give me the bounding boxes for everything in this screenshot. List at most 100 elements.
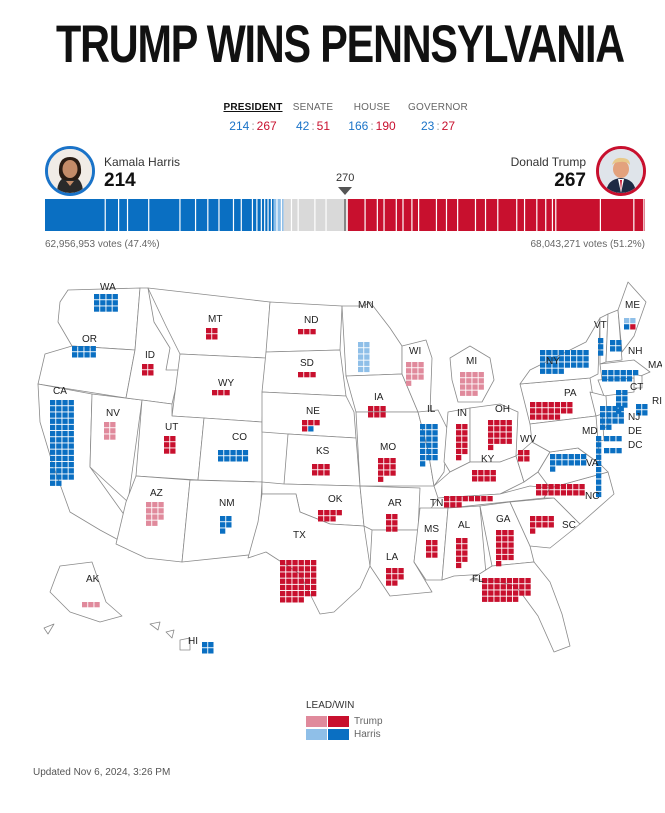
state-tiles-or[interactable]: [72, 346, 96, 358]
electoral-vote-tile: [286, 591, 292, 597]
state-tiles-in[interactable]: [456, 424, 468, 461]
state-tiles-ar[interactable]: [386, 514, 398, 532]
electoral-vote-tile: [456, 442, 462, 448]
electoral-vote-tile: [610, 448, 616, 454]
state-tiles-de[interactable]: [604, 436, 622, 442]
state-label-co: CO: [232, 432, 247, 443]
electoral-vote-tile: [540, 356, 546, 362]
tab-senate[interactable]: SENATE 42:51: [290, 102, 336, 133]
state-tiles-ut[interactable]: [164, 436, 176, 454]
electoral-vote-tile: [518, 456, 524, 462]
state-tiles-ok[interactable]: [318, 510, 342, 522]
electoral-vote-tile: [170, 436, 176, 442]
electoral-vote-tile: [606, 424, 612, 430]
state-label-ct: CT: [630, 382, 643, 393]
tab-governor[interactable]: GOVERNOR 23:27: [408, 102, 468, 133]
state-label-sd: SD: [300, 358, 314, 369]
electoral-vote-tile: [478, 372, 484, 378]
state-tiles-wi[interactable]: [406, 362, 424, 386]
harris-popular-vote: 62,956,953 votes (47.4%): [45, 239, 160, 250]
electoral-vote-tile: [378, 476, 384, 482]
state-tiles-va[interactable]: [550, 454, 587, 472]
state-tiles-ma[interactable]: [602, 370, 639, 382]
electoral-vote-tile: [152, 502, 158, 508]
state-tiles-ky[interactable]: [472, 470, 496, 482]
state-tiles-sd[interactable]: [298, 372, 316, 378]
state-tiles-wv[interactable]: [518, 450, 530, 462]
tab-house[interactable]: HOUSE 166:190: [346, 102, 398, 133]
state-tiles-dc[interactable]: [604, 448, 622, 454]
electoral-vote-tile: [450, 496, 456, 502]
state-tiles-mt[interactable]: [206, 328, 218, 340]
electoral-vote-tile: [496, 548, 502, 554]
state-tiles-il[interactable]: [420, 424, 438, 467]
state-tiles-ms[interactable]: [426, 540, 438, 558]
state-tiles-az[interactable]: [146, 502, 164, 526]
state-tiles-oh[interactable]: [488, 420, 512, 451]
state-tiles-me[interactable]: [624, 318, 636, 330]
electoral-vote-tile: [577, 356, 583, 362]
electoral-vote-tile: [548, 516, 554, 522]
state-label-ne: NE: [306, 406, 320, 417]
state-tiles-ri[interactable]: [636, 404, 648, 416]
state-tiles-la[interactable]: [386, 568, 404, 586]
electoral-vote-tile: [456, 430, 462, 436]
electoral-vote-tile: [561, 408, 567, 414]
state-label-ma: MA: [648, 360, 662, 371]
state-tiles-id[interactable]: [142, 364, 154, 376]
electoral-vote-tile: [622, 390, 628, 396]
state-label-tn: TN: [430, 498, 443, 509]
electoral-vote-tile: [100, 306, 106, 312]
state-tiles-ia[interactable]: [368, 406, 386, 418]
electoral-vote-tile: [110, 434, 116, 440]
electoral-vote-tile: [386, 514, 392, 520]
electoral-vote-tile: [432, 552, 438, 558]
electoral-vote-tile: [536, 484, 542, 490]
state-tiles-fl[interactable]: [482, 578, 531, 602]
electoral-vote-tile: [612, 412, 618, 418]
state-tiles-sc[interactable]: [530, 516, 554, 534]
state-tiles-ca[interactable]: [50, 400, 74, 486]
electoral-vote-tile: [536, 522, 542, 528]
state-tiles-tx[interactable]: [280, 560, 317, 603]
state-tiles-mn[interactable]: [358, 342, 370, 373]
state-tiles-mi[interactable]: [460, 372, 484, 396]
electoral-vote-tile: [573, 490, 579, 496]
electoral-vote-tile: [583, 356, 589, 362]
state-tiles-nd[interactable]: [298, 329, 316, 335]
electoral-vote-tile: [426, 436, 432, 442]
electoral-vote-tile: [304, 578, 311, 584]
state-tiles-nv[interactable]: [104, 422, 116, 440]
state-tiles-ga[interactable]: [496, 530, 514, 567]
tab-president[interactable]: PRESIDENT 214:267: [220, 102, 286, 133]
electoral-vote-tile: [564, 362, 571, 368]
state-tiles-nh[interactable]: [610, 340, 622, 352]
electoral-vote-tile: [488, 432, 494, 438]
state-tiles-md[interactable]: [596, 436, 602, 498]
state-tiles-ne[interactable]: [302, 420, 320, 432]
electoral-vote-tile: [62, 437, 68, 443]
state-tiles-pa[interactable]: [530, 402, 573, 420]
state-tiles-hi[interactable]: [202, 642, 214, 654]
state-label-ks: KS: [316, 446, 330, 457]
state-tiles-nj[interactable]: [600, 406, 624, 430]
state-tiles-ak[interactable]: [82, 602, 100, 608]
state-tiles-wy[interactable]: [212, 390, 230, 396]
state-tiles-ny[interactable]: [540, 350, 589, 374]
state-tiles-vt[interactable]: [598, 338, 604, 356]
harris-electoral-votes: 214: [104, 170, 136, 191]
electoral-vote-tile: [600, 412, 606, 418]
state-tiles-nc[interactable]: [536, 484, 585, 496]
state-tiles-mo[interactable]: [378, 458, 396, 482]
electoral-vote-tile: [608, 370, 614, 376]
state-tiles-ks[interactable]: [312, 464, 330, 476]
state-tiles-nm[interactable]: [220, 516, 232, 534]
state-tiles-al[interactable]: [456, 538, 468, 569]
electoral-vote-tile: [524, 450, 530, 456]
state-tiles-co[interactable]: [218, 450, 249, 462]
state-tiles-tn[interactable]: [444, 496, 493, 508]
electoral-vote-tile: [152, 520, 158, 526]
electoral-vote-tile: [392, 520, 398, 526]
state-tiles-wa[interactable]: [94, 294, 118, 312]
state-label-nv: NV: [106, 408, 120, 419]
